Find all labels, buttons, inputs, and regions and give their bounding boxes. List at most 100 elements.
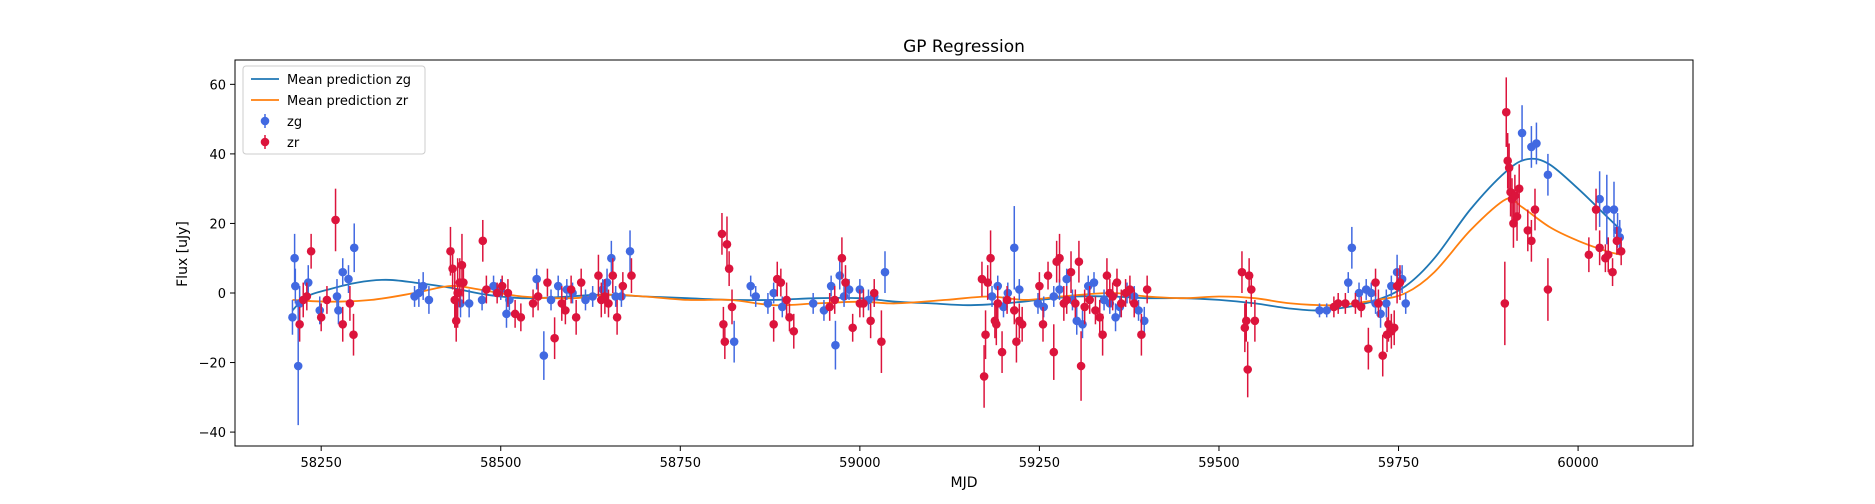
x-tick-label: 58250: [301, 456, 342, 471]
data-point-zg: [1532, 122, 1541, 165]
data-point-zr: [1002, 286, 1012, 314]
data-point-zr: [1530, 188, 1540, 231]
data-point-zg: [1354, 282, 1364, 304]
data-point-zg: [826, 275, 836, 297]
data-point-zr: [1608, 258, 1617, 287]
marker: [997, 347, 1007, 357]
data-point-zr: [576, 268, 586, 297]
marker: [1584, 250, 1594, 260]
data-point-zr: [561, 296, 570, 325]
data-point-zr: [1371, 268, 1380, 297]
marker: [627, 271, 636, 280]
marker: [785, 313, 794, 322]
y-tick-label: 20: [209, 217, 226, 232]
marker: [1017, 319, 1027, 329]
data-point-zr: [1237, 251, 1247, 293]
data-point-zr: [1071, 289, 1080, 318]
data-point-zg: [334, 296, 343, 325]
marker: [1089, 278, 1099, 287]
data-point-zg: [553, 275, 563, 297]
marker: [1608, 267, 1617, 277]
data-point-zr: [528, 289, 538, 318]
marker: [344, 274, 353, 284]
marker: [1002, 295, 1012, 305]
data-point-zr: [566, 275, 576, 304]
marker: [826, 281, 836, 291]
legend-label: Mean prediction zr: [287, 94, 409, 109]
data-point-zr: [1038, 306, 1048, 342]
y-tick-label: 40: [209, 148, 226, 163]
data-point-zg: [1049, 286, 1059, 307]
data-point-zr: [848, 313, 857, 342]
data-point-zg: [477, 289, 487, 311]
mean-prediction-line-zr: [292, 196, 1622, 307]
data-point-zg: [1089, 272, 1099, 293]
data-point-zr: [600, 279, 610, 314]
marker: [477, 295, 487, 305]
marker: [1366, 288, 1376, 298]
data-point-zg: [746, 275, 755, 297]
legend-entry: zr: [260, 135, 300, 151]
marker: [502, 309, 511, 319]
legend-label: zg: [287, 115, 302, 130]
marker: [1501, 107, 1511, 117]
marker: [782, 295, 791, 305]
data-point-zg: [1134, 299, 1143, 321]
data-point-zr: [789, 313, 799, 349]
data-point-zr: [557, 286, 567, 321]
data-point-zg: [414, 279, 424, 307]
marker: [751, 292, 761, 301]
data-point-zg: [769, 282, 778, 304]
marker: [1055, 285, 1064, 294]
data-point-zr: [859, 289, 868, 318]
marker: [418, 281, 428, 291]
chart-title: GP Regression: [903, 37, 1025, 57]
x-tick-label: 59500: [1198, 456, 1239, 471]
marker: [1129, 299, 1139, 308]
data-point-zg: [344, 265, 353, 293]
marker: [877, 337, 886, 346]
marker: [561, 306, 570, 315]
data-point-zr: [1512, 192, 1522, 241]
marker: [539, 351, 549, 360]
data-point-zr: [1142, 275, 1152, 304]
data-point-zg: [1009, 206, 1019, 290]
data-point-zr: [1616, 237, 1626, 266]
marker: [557, 299, 567, 308]
marker: [719, 319, 728, 329]
marker: [532, 274, 541, 284]
marker: [553, 281, 563, 291]
marker: [848, 323, 857, 333]
marker: [987, 292, 997, 301]
marker: [1134, 306, 1143, 315]
marker: [338, 267, 348, 277]
marker: [1504, 163, 1514, 173]
data-point-zg: [1111, 303, 1120, 332]
marker: [1527, 236, 1536, 246]
marker: [1049, 347, 1059, 357]
marker: [1062, 274, 1072, 284]
data-point-zg: [464, 289, 474, 318]
data-point-zr: [492, 282, 502, 304]
marker: [446, 246, 455, 256]
marker: [986, 253, 995, 263]
marker: [717, 229, 727, 239]
marker: [1517, 128, 1527, 138]
data-point-zr: [1009, 296, 1019, 325]
marker: [981, 330, 990, 340]
marker: [1098, 330, 1107, 340]
marker: [789, 326, 799, 336]
x-tick-label: 59750: [1378, 456, 1419, 471]
marker: [1543, 170, 1553, 180]
data-point-zr: [769, 306, 778, 342]
marker: [1509, 219, 1518, 228]
marker: [607, 253, 616, 263]
data-point-zr: [1091, 296, 1100, 325]
marker: [332, 292, 342, 301]
data-point-zr: [1085, 286, 1094, 314]
marker: [448, 264, 457, 273]
data-point-zg: [581, 289, 590, 311]
marker: [1356, 302, 1366, 312]
marker: [835, 271, 845, 280]
